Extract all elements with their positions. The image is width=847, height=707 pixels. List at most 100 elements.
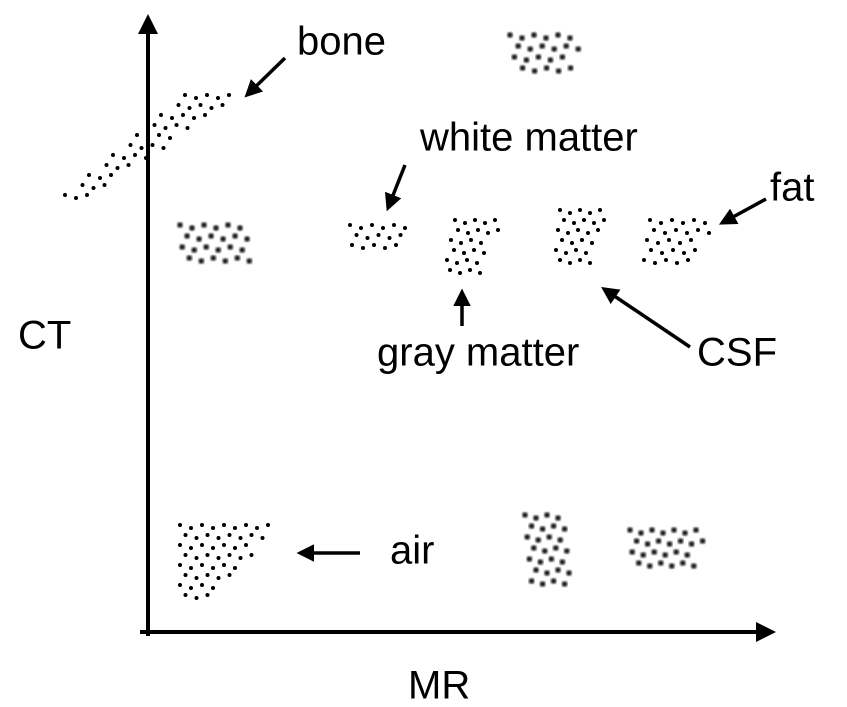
dot: [486, 231, 490, 235]
dot: [543, 35, 549, 41]
label: white matter: [419, 116, 638, 160]
dot: [239, 556, 243, 560]
dot: [681, 221, 685, 225]
dot: [187, 255, 193, 261]
dot: [466, 231, 470, 235]
dot: [228, 533, 232, 537]
dot: [189, 566, 193, 570]
dot: [177, 103, 181, 107]
dot: [570, 241, 574, 245]
dot: [157, 133, 161, 137]
dot: [250, 533, 254, 537]
dot: [225, 222, 231, 228]
dot: [210, 106, 214, 110]
dot: [98, 176, 102, 180]
dot: [568, 211, 572, 215]
dot: [671, 248, 675, 252]
dot: [250, 553, 254, 557]
dot: [576, 228, 580, 232]
dot: [554, 248, 558, 252]
dot: [383, 246, 387, 250]
dot: [584, 251, 588, 255]
dot: [194, 96, 198, 100]
dot: [696, 228, 700, 232]
dot: [237, 225, 243, 231]
dot: [539, 43, 545, 49]
dot: [103, 183, 107, 187]
dot: [201, 222, 207, 228]
dot: [206, 573, 210, 577]
dot: [199, 103, 203, 107]
dot: [533, 567, 539, 573]
dot: [399, 233, 403, 237]
dot: [578, 208, 582, 212]
dot: [648, 218, 652, 222]
dot: [355, 233, 359, 237]
dot: [544, 570, 550, 576]
dot: [660, 530, 666, 536]
dot: [684, 552, 690, 558]
dot: [235, 255, 241, 261]
dot: [627, 527, 633, 533]
dot: [602, 218, 606, 222]
dot: [596, 228, 600, 232]
dot: [551, 523, 557, 529]
dot: [381, 226, 385, 230]
dot: [377, 233, 381, 237]
label: gray matter: [377, 331, 579, 375]
dot: [178, 583, 182, 587]
dot: [216, 96, 220, 100]
dot: [507, 32, 513, 38]
dot: [551, 578, 557, 584]
dot: [392, 223, 396, 227]
dot: [649, 527, 655, 533]
dot: [651, 549, 657, 555]
dot: [582, 218, 586, 222]
dot: [544, 512, 550, 518]
dot: [669, 563, 675, 569]
dot: [558, 258, 562, 262]
dot: [186, 126, 190, 130]
dot: [233, 526, 237, 530]
dot: [129, 143, 133, 147]
dot: [211, 586, 215, 590]
dot: [164, 126, 168, 130]
dot: [200, 583, 204, 587]
dot: [452, 248, 456, 252]
dot: [693, 248, 697, 252]
dot: [551, 46, 557, 52]
dot: [191, 247, 197, 253]
dot: [388, 236, 392, 240]
dot: [178, 543, 182, 547]
dot: [473, 218, 477, 222]
dot: [674, 228, 678, 232]
dot: [689, 541, 695, 547]
dot: [686, 258, 690, 262]
dot: [223, 258, 229, 264]
page: CT MR bone white matter fat gray matter …: [0, 0, 847, 707]
dot: [195, 556, 199, 560]
label: fat: [770, 166, 814, 210]
dot: [348, 223, 352, 227]
dot: [598, 208, 602, 212]
dot: [233, 566, 237, 570]
dot: [217, 576, 221, 580]
dot: [659, 221, 663, 225]
dot: [456, 228, 460, 232]
dot: [588, 261, 592, 265]
dot: [558, 208, 562, 212]
dot: [211, 526, 215, 530]
dot: [151, 143, 155, 147]
dot: [586, 231, 590, 235]
dot: [678, 241, 682, 245]
dot: [213, 225, 219, 231]
dot: [111, 153, 115, 157]
dot: [177, 222, 183, 228]
dot: [168, 136, 172, 140]
dot: [455, 261, 459, 265]
dot: [122, 156, 126, 160]
dot: [568, 261, 572, 265]
dot: [203, 244, 209, 250]
dot: [520, 65, 526, 71]
dot: [566, 231, 570, 235]
